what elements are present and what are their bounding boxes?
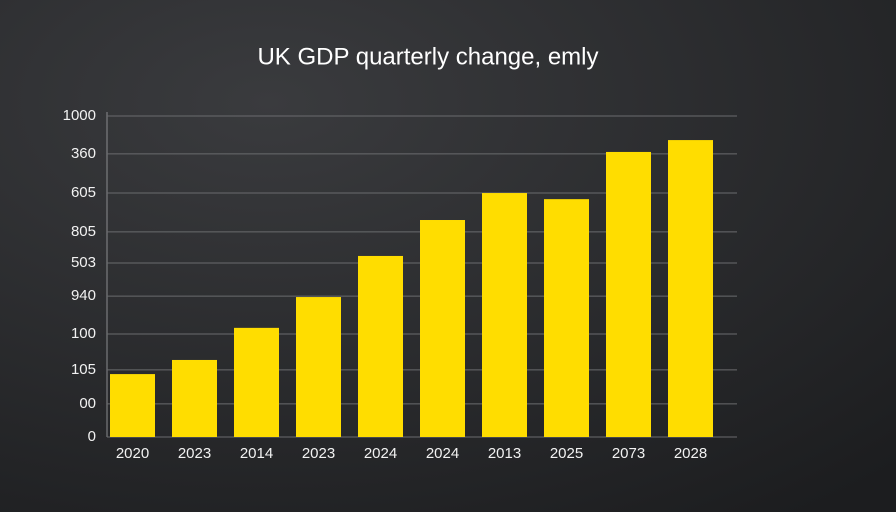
bar	[420, 220, 465, 437]
chart-title: UK GDP quarterly change, emly	[257, 43, 598, 70]
x-tick-label: 2024	[364, 445, 397, 462]
x-tick-label: 2020	[116, 445, 149, 462]
x-tick-label: 2025	[550, 445, 583, 462]
y-tick-label: 503	[71, 254, 96, 271]
y-tick-label: 105	[71, 361, 96, 378]
bar	[296, 297, 341, 437]
x-tick-label: 2073	[612, 445, 645, 462]
y-tick-label: 1000	[63, 107, 96, 124]
y-tick-label: 0	[88, 428, 96, 445]
x-tick-label: 2013	[488, 445, 521, 462]
y-tick-label: 605	[71, 184, 96, 201]
y-tick-label: 805	[71, 223, 96, 240]
y-tick-label: 100	[71, 325, 96, 342]
x-tick-label: 2023	[302, 445, 335, 462]
y-tick-label: 00	[79, 395, 96, 412]
bar	[358, 255, 403, 437]
bar	[544, 199, 589, 437]
y-tick-label: 940	[71, 287, 96, 304]
y-tick-label: 360	[71, 145, 96, 162]
bar	[172, 359, 217, 437]
x-tick-label: 2014	[240, 445, 273, 462]
bar	[606, 151, 651, 437]
bar	[668, 140, 713, 437]
bar	[482, 193, 527, 437]
bar	[234, 327, 279, 437]
x-tick-label: 2024	[426, 445, 459, 462]
bar	[110, 374, 155, 437]
x-tick-label: 2023	[178, 445, 211, 462]
x-tick-label: 2028	[674, 445, 707, 462]
